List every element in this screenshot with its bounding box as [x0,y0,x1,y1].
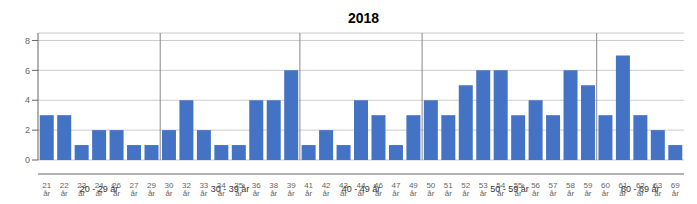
svg-text:30 - 39 år: 30 - 39 år [211,184,250,194]
svg-text:59år: 59år [584,181,593,196]
svg-text:52år: 52år [461,181,470,196]
svg-text:0: 0 [25,155,30,165]
svg-text:38år: 38år [269,181,278,196]
svg-text:42år: 42år [322,181,331,196]
svg-text:53år: 53år [479,181,488,196]
svg-text:32år: 32år [182,181,191,196]
svg-text:58år: 58år [566,181,575,196]
svg-text:8: 8 [25,36,30,46]
svg-text:6: 6 [25,66,30,76]
svg-text:21år: 21år [42,181,51,196]
svg-text:50år: 50år [426,181,435,196]
svg-text:2: 2 [25,125,30,135]
svg-text:56år: 56år [531,181,540,196]
svg-text:57år: 57år [549,181,558,196]
svg-text:40 - 49 år: 40 - 49 år [342,184,381,194]
svg-text:50 - 59 år: 50 - 59 år [490,184,529,194]
svg-text:60 - 69 år: 60 - 69 år [621,184,660,194]
svg-text:47år: 47år [391,181,400,196]
svg-text:27år: 27år [130,181,139,196]
svg-text:29år: 29år [147,181,156,196]
svg-text:36år: 36år [252,181,261,196]
svg-text:39år: 39år [287,181,296,196]
svg-text:30år: 30år [164,181,173,196]
svg-text:33år: 33år [199,181,208,196]
svg-text:20 - 29 år: 20 - 29 år [80,184,119,194]
svg-text:4: 4 [25,95,30,105]
svg-text:22år: 22år [60,181,69,196]
svg-text:49år: 49år [409,181,418,196]
svg-text:41år: 41år [304,181,313,196]
svg-text:51år: 51år [444,181,453,196]
svg-text:69år: 69år [671,181,680,196]
svg-text:60år: 60år [601,181,610,196]
